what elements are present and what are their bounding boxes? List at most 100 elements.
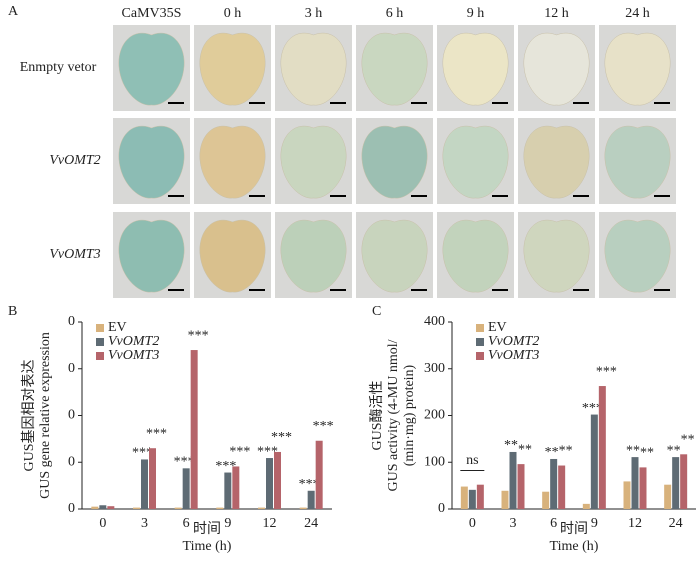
leaf <box>604 33 671 106</box>
bar <box>258 507 265 509</box>
legend-swatch <box>96 324 104 332</box>
leaf <box>199 33 266 106</box>
leaf <box>199 220 266 293</box>
leaf <box>442 33 509 106</box>
bar <box>590 414 598 509</box>
bar <box>174 507 182 509</box>
x-axis-label: 时间 <box>193 521 221 537</box>
legend-label: VvOMT3 <box>108 348 159 363</box>
significance-label: *** <box>313 419 334 434</box>
panel-label: C <box>372 304 381 319</box>
y-tick-label: 0 <box>68 314 75 329</box>
legend-label: VvOMT3 <box>488 348 539 363</box>
y-tick-label: 0 <box>68 454 75 469</box>
bar <box>232 466 240 509</box>
significance-label: *** <box>596 364 617 379</box>
row-label: VvOMT3 <box>49 247 100 262</box>
significance-label: ** <box>518 442 532 457</box>
bar <box>99 505 107 509</box>
significance-label: *** <box>299 477 320 492</box>
bar <box>623 481 631 509</box>
leaf <box>523 33 590 106</box>
leaf <box>361 126 428 199</box>
leaf <box>118 33 185 106</box>
column-header: 24 h <box>625 6 650 21</box>
leaf <box>604 220 671 293</box>
column-header: 0 h <box>224 6 242 21</box>
bar <box>517 464 525 509</box>
legend-swatch <box>476 338 484 346</box>
bar <box>307 490 315 509</box>
legend-label: EV <box>488 320 507 335</box>
bar <box>582 503 590 509</box>
bar <box>266 458 273 509</box>
bar <box>509 451 517 509</box>
legend-swatch <box>96 352 104 360</box>
y-tick-label: 300 <box>424 361 445 376</box>
x-tick-label: 6 <box>550 516 557 531</box>
leaf <box>361 220 428 293</box>
x-tick-label: 0 <box>99 516 106 531</box>
leaf <box>523 126 590 199</box>
x-tick-label: 3 <box>510 516 517 531</box>
bar <box>190 350 198 509</box>
y-tick-label: 100 <box>424 454 445 469</box>
leaf <box>280 126 347 199</box>
y-axis-label: (min·mg) protein) <box>402 364 417 466</box>
legend-swatch <box>476 324 484 332</box>
leaf <box>442 220 509 293</box>
x-tick-label: 9 <box>591 516 598 531</box>
significance-label: *** <box>174 455 195 470</box>
legend-swatch <box>476 352 484 360</box>
leaf <box>118 220 185 293</box>
bar <box>542 491 550 509</box>
bar <box>141 459 148 509</box>
column-header: 9 h <box>467 6 485 21</box>
x-tick-label: 3 <box>141 516 148 531</box>
legend-label: VvOMT2 <box>488 334 539 349</box>
bar <box>558 465 566 509</box>
annotation: ns <box>466 453 478 468</box>
column-header: 3 h <box>305 6 323 21</box>
bar <box>639 467 647 509</box>
bar <box>224 472 232 509</box>
bar <box>299 507 307 509</box>
bar <box>182 468 190 509</box>
bar <box>315 440 323 509</box>
significance-label: ** <box>667 443 681 458</box>
x-tick-label: 12 <box>263 516 277 531</box>
significance-label: *** <box>188 328 209 343</box>
x-tick-label: 6 <box>183 516 190 531</box>
leaf <box>118 126 185 199</box>
legend-label: VvOMT2 <box>108 334 159 349</box>
column-header: 12 h <box>544 6 569 21</box>
row-label: VvOMT2 <box>49 153 100 168</box>
legend-swatch <box>96 338 104 346</box>
bar <box>501 490 509 509</box>
bar <box>133 507 140 509</box>
significance-label: *** <box>215 459 236 474</box>
significance-label: *** <box>146 426 167 441</box>
bar <box>598 386 606 509</box>
bar <box>149 448 156 509</box>
bar <box>672 457 680 509</box>
bar <box>476 484 484 509</box>
x-axis-label: Time (h) <box>183 539 232 554</box>
bar <box>460 486 468 509</box>
leaf <box>280 220 347 293</box>
leaf <box>199 126 266 199</box>
y-tick-label: 400 <box>424 314 445 329</box>
significance-label: ** <box>626 443 640 458</box>
leaf <box>280 33 347 106</box>
bar <box>468 489 476 509</box>
x-tick-label: 24 <box>669 516 683 531</box>
y-axis-label: GUS activity (4-MU nmol/ <box>386 339 401 491</box>
column-header: 6 h <box>386 6 404 21</box>
bar <box>216 507 224 509</box>
significance-label: *** <box>132 446 153 461</box>
leaf <box>361 33 428 106</box>
y-axis-label: GUS基因相对表达 <box>20 359 37 471</box>
significance-label: *** <box>271 430 292 445</box>
significance-label: ** <box>681 433 695 448</box>
